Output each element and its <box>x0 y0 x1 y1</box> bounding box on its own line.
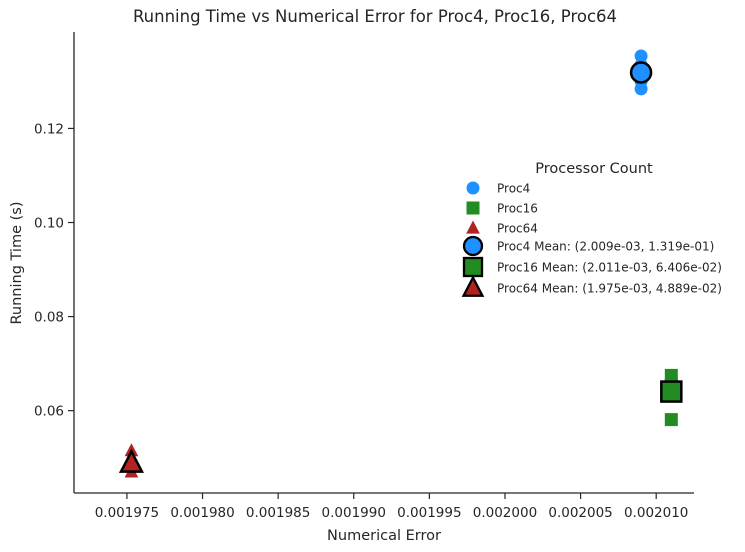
y-tick-label: 0.12 <box>34 121 64 137</box>
legend-proc4-mean-marker <box>462 235 484 257</box>
legend-entry-label: Proc16 Mean: (2.011e-03, 6.406e-02) <box>497 261 722 275</box>
chart-title: Running Time vs Numerical Error for Proc… <box>133 7 617 26</box>
data-points <box>118 49 683 478</box>
proc16-mean-marker <box>660 380 683 403</box>
legend-proc64-marker <box>466 220 480 234</box>
proc4-point <box>634 82 648 96</box>
y-ticks: 0.06 0.08 0.10 0.12 <box>34 121 74 420</box>
proc4-mean-marker <box>629 61 653 84</box>
x-tick-label: 0.001980 <box>170 505 234 521</box>
legend-entry-label: Proc4 <box>497 182 530 196</box>
x-tick-label: 0.001975 <box>95 505 159 521</box>
legend-proc16-marker <box>466 201 480 215</box>
proc64-mean-marker <box>118 448 145 473</box>
x-tick-label: 0.001990 <box>322 505 386 521</box>
x-tick-label: 0.002005 <box>548 505 612 521</box>
x-axis-label: Numerical Error <box>327 528 441 544</box>
x-tick-label: 0.002010 <box>624 505 688 521</box>
y-tick-label: 0.10 <box>34 216 64 232</box>
legend-entry-label: Proc4 Mean: (2.009e-03, 1.319e-01) <box>497 240 714 254</box>
y-axis-label: Running Time (s) <box>9 202 25 325</box>
y-tick-label: 0.08 <box>34 310 64 326</box>
x-tick-label: 0.001985 <box>246 505 310 521</box>
x-ticks: 0.001975 0.001980 0.001985 0.001990 0.001995… <box>95 493 688 521</box>
y-tick-label: 0.06 <box>34 404 64 420</box>
legend-proc4-marker <box>466 181 480 195</box>
proc4-point <box>634 49 648 63</box>
axes <box>73 32 694 494</box>
x-tick-label: 0.002000 <box>473 505 537 521</box>
proc16-point <box>664 413 678 427</box>
legend-entry-label: Proc64 Mean: (1.975e-03, 4.889e-02) <box>497 282 722 296</box>
legend-proc64-mean-marker <box>461 275 485 297</box>
legend-proc16-mean-marker <box>462 256 484 278</box>
legend-title: Processor Count <box>535 161 653 177</box>
legend-entry-label: Proc16 <box>497 202 538 216</box>
legend: Processor Count Proc4 Proc16 Proc64 Proc4 M… <box>461 161 722 297</box>
legend-entry-label: Proc64 <box>497 222 538 236</box>
x-tick-label: 0.001995 <box>397 505 461 521</box>
